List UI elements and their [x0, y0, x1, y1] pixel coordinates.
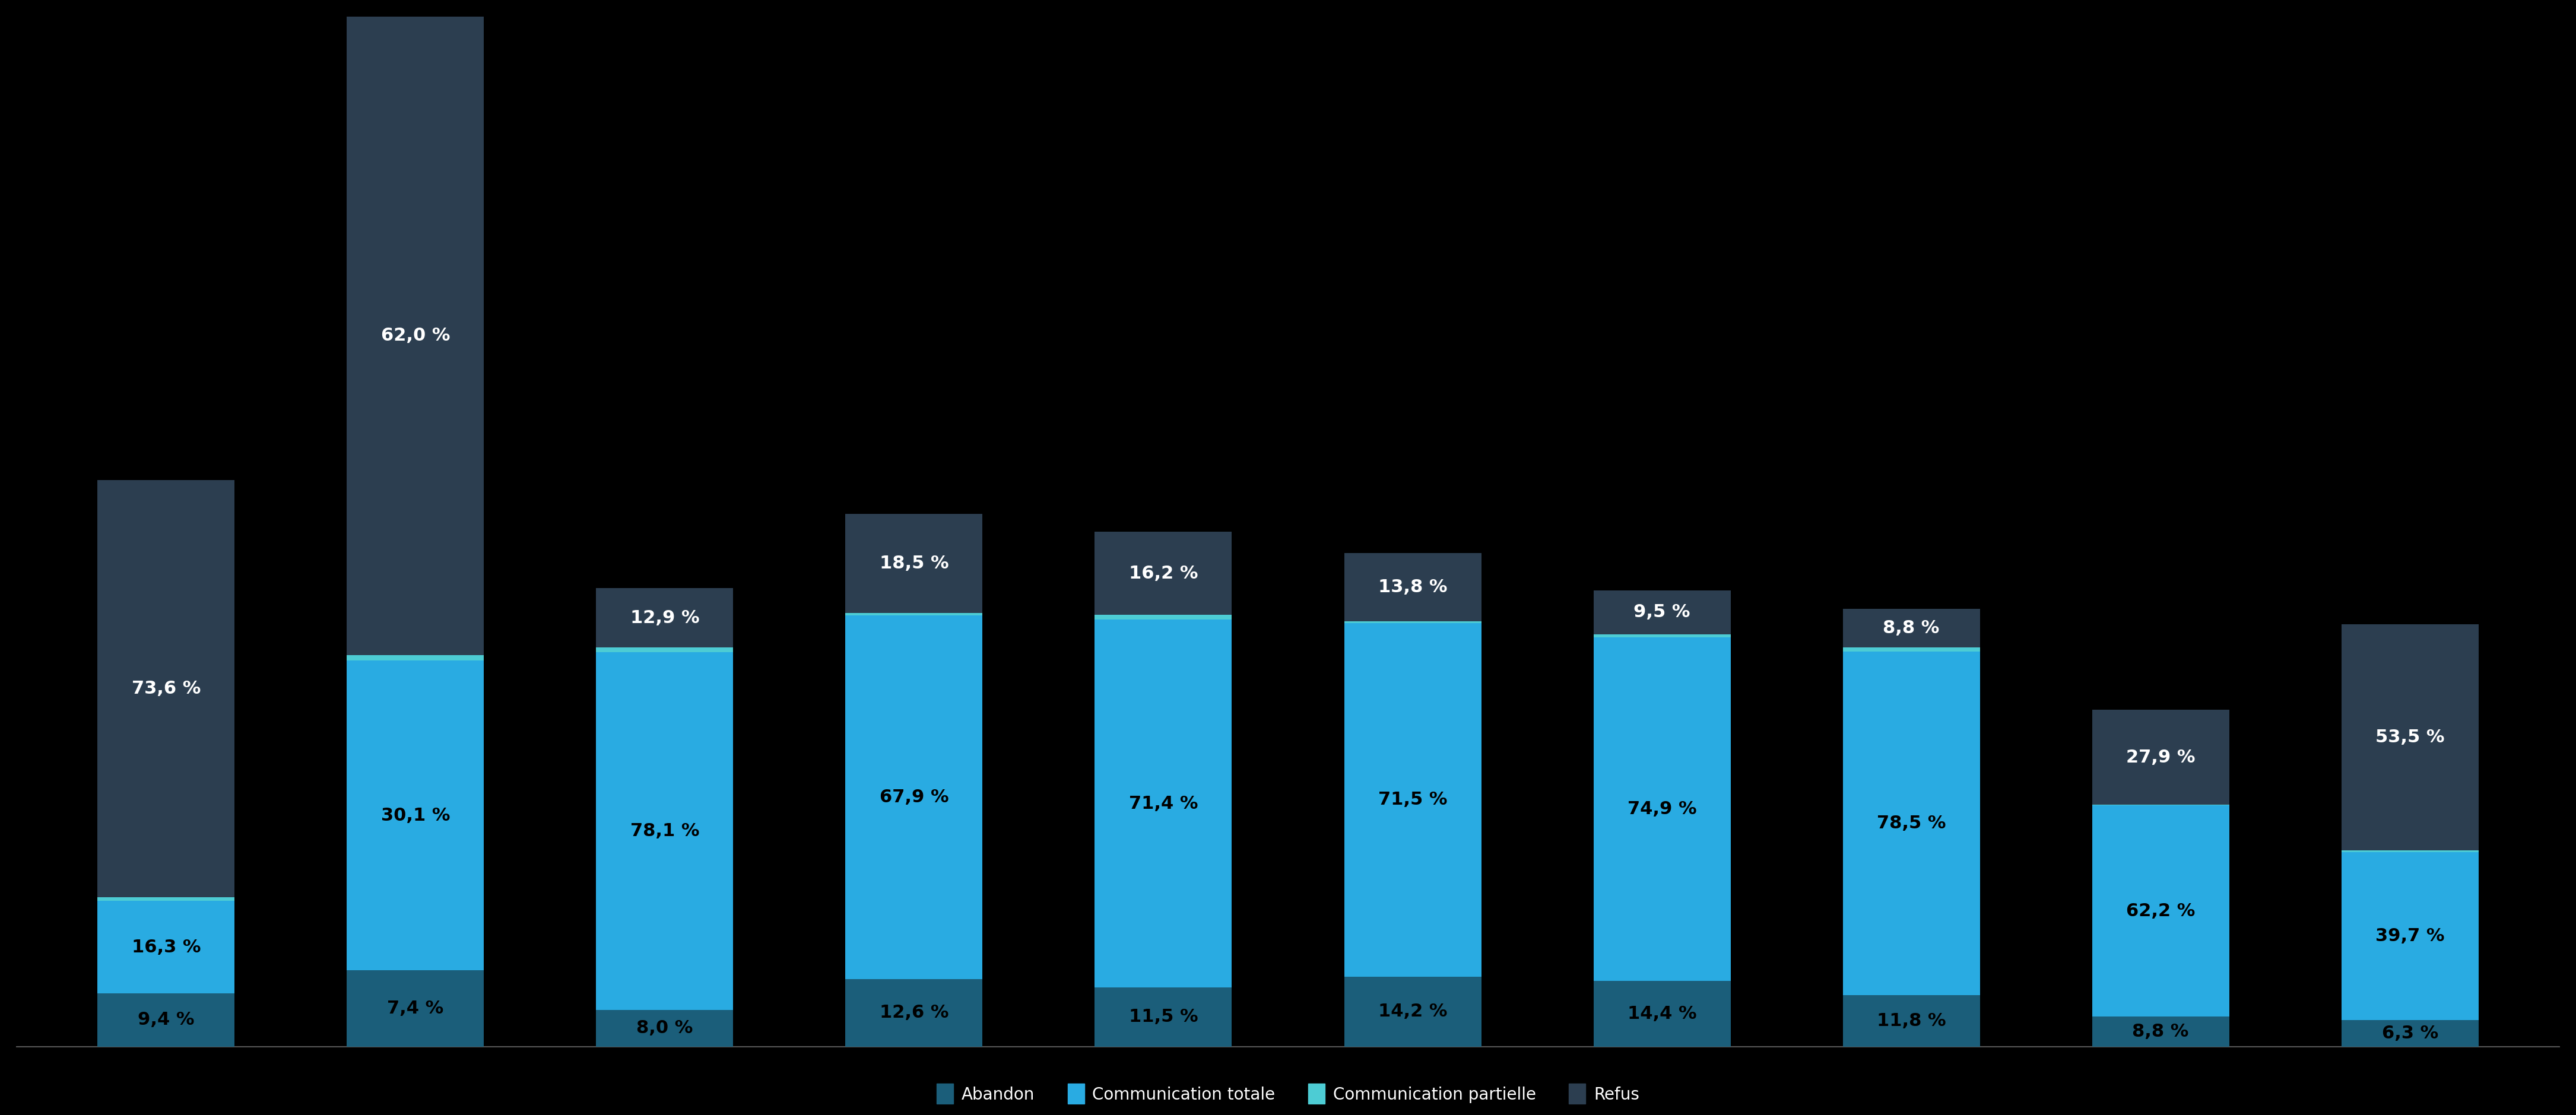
Text: 12,9 %: 12,9 %	[631, 609, 698, 627]
Text: 67,9 %: 67,9 %	[878, 788, 948, 806]
Bar	[2342, 624, 2478, 851]
Text: 14,4 %: 14,4 %	[1628, 1005, 1698, 1022]
Text: 8,8 %: 8,8 %	[1883, 620, 1940, 637]
Text: 11,5 %: 11,5 %	[1128, 1008, 1198, 1026]
Text: 71,5 %: 71,5 %	[1378, 791, 1448, 808]
Text: 7,4 %: 7,4 %	[386, 1000, 443, 1017]
Bar	[1095, 988, 1231, 1047]
Text: 8,8 %: 8,8 %	[2133, 1024, 2190, 1040]
Text: 14,2 %: 14,2 %	[1378, 1004, 1448, 1020]
Bar	[1595, 638, 1731, 981]
Bar	[595, 1010, 734, 1047]
Bar	[1345, 621, 1481, 623]
Bar	[348, 660, 484, 970]
Bar	[98, 481, 234, 898]
Bar	[98, 898, 234, 901]
Bar	[2342, 1020, 2478, 1047]
Text: 11,8 %: 11,8 %	[1878, 1012, 1945, 1029]
Bar	[2342, 851, 2478, 852]
Text: 16,2 %: 16,2 %	[1128, 564, 1198, 582]
Bar	[98, 993, 234, 1047]
Text: 30,1 %: 30,1 %	[381, 807, 451, 824]
Bar	[1595, 981, 1731, 1047]
Text: 16,3 %: 16,3 %	[131, 939, 201, 956]
Bar	[98, 901, 234, 993]
Bar	[845, 613, 981, 615]
Text: 78,5 %: 78,5 %	[1878, 815, 1945, 832]
Bar	[845, 514, 981, 613]
Bar	[1095, 620, 1231, 988]
Bar	[1095, 532, 1231, 615]
Bar	[595, 589, 734, 648]
Bar	[1595, 634, 1731, 638]
Text: 12,6 %: 12,6 %	[878, 1005, 948, 1021]
Text: 6,3 %: 6,3 %	[2383, 1025, 2439, 1041]
Bar	[1842, 648, 1981, 651]
Text: 78,1 %: 78,1 %	[631, 823, 698, 840]
Bar	[1842, 609, 1981, 648]
Text: 9,4 %: 9,4 %	[137, 1011, 193, 1029]
Bar	[2092, 1017, 2228, 1047]
Text: 13,8 %: 13,8 %	[1378, 579, 1448, 595]
Text: 8,0 %: 8,0 %	[636, 1020, 693, 1037]
Bar	[348, 17, 484, 656]
Text: 53,5 %: 53,5 %	[2375, 729, 2445, 746]
Bar	[845, 979, 981, 1047]
Text: 27,9 %: 27,9 %	[2125, 748, 2195, 766]
Text: 62,2 %: 62,2 %	[2125, 902, 2195, 920]
Bar	[845, 615, 981, 979]
Text: 18,5 %: 18,5 %	[878, 554, 948, 572]
Text: 62,0 %: 62,0 %	[381, 327, 451, 345]
Text: 9,5 %: 9,5 %	[1633, 603, 1690, 621]
Text: 74,9 %: 74,9 %	[1628, 801, 1698, 817]
Bar	[595, 648, 734, 652]
Bar	[1842, 995, 1981, 1047]
Bar	[2342, 852, 2478, 1020]
Bar	[348, 970, 484, 1047]
Bar	[2092, 710, 2228, 805]
Bar	[2092, 805, 2228, 1017]
Legend: Abandon, Communication totale, Communication partielle, Refus: Abandon, Communication totale, Communica…	[930, 1077, 1646, 1111]
Bar	[1842, 651, 1981, 995]
Bar	[595, 652, 734, 1010]
Bar	[1345, 977, 1481, 1047]
Bar	[348, 656, 484, 660]
Text: 39,7 %: 39,7 %	[2375, 928, 2445, 944]
Bar	[1345, 623, 1481, 977]
Text: 73,6 %: 73,6 %	[131, 680, 201, 697]
Bar	[1345, 553, 1481, 621]
Text: 71,4 %: 71,4 %	[1128, 795, 1198, 812]
Bar	[1095, 615, 1231, 620]
Bar	[1595, 591, 1731, 634]
